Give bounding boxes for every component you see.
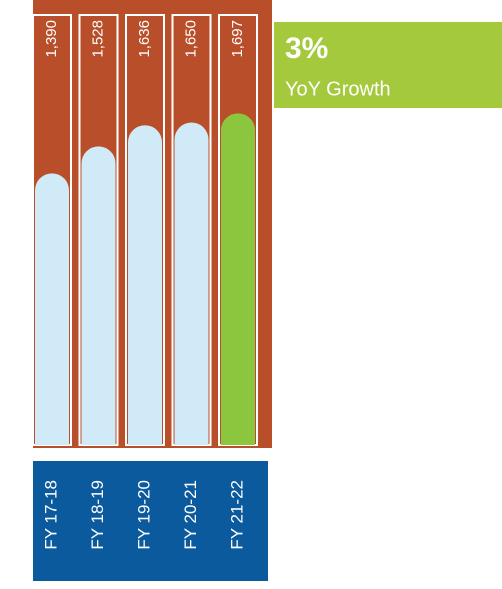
callout: [274, 22, 502, 108]
bar: [81, 146, 116, 445]
bar: [35, 173, 69, 445]
callout-title: 3%: [285, 32, 328, 65]
value-label: 1,636: [136, 20, 153, 58]
x-tick-label: FY 20-21: [181, 480, 200, 550]
x-tick-label: FY 21-22: [227, 480, 246, 550]
callout-text: YoY Growth: [285, 78, 391, 100]
value-label: 1,697: [229, 20, 246, 58]
bar: [221, 113, 255, 445]
value-label: 1,528: [89, 20, 106, 58]
x-tick-label: FY 18-19: [88, 480, 107, 550]
x-tick-label: FY 17-18: [41, 480, 60, 550]
value-label: 1,650: [182, 20, 199, 58]
x-tick-label: FY 19-20: [134, 480, 153, 550]
bar: [174, 122, 209, 445]
category-panel: [33, 461, 268, 581]
value-label: 1,390: [43, 20, 60, 58]
bar: [128, 125, 162, 446]
